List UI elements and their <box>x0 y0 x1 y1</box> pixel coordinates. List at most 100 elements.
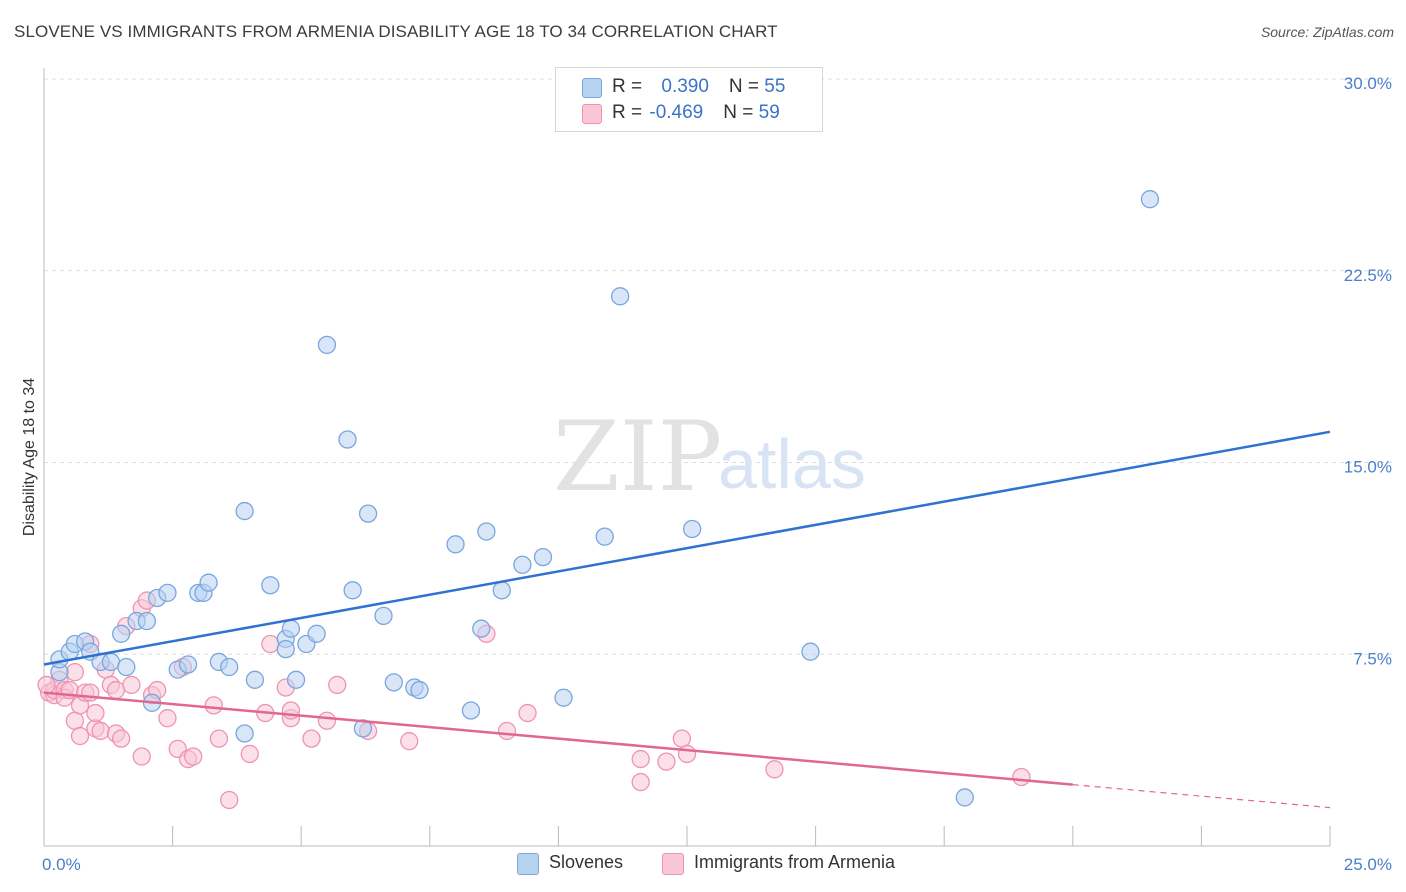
bottom-legend-label-slovenes: Slovenes <box>549 852 624 872</box>
slovenes-point <box>245 670 265 689</box>
y-tick-label: 7.5% <box>1353 649 1392 668</box>
slovenes-point <box>178 655 198 674</box>
bottom-legend-swatch-pink <box>662 853 684 875</box>
armenia-point <box>631 772 650 792</box>
bottom-legend-swatch-blue <box>517 853 539 875</box>
armenia-point <box>37 675 56 695</box>
watermark: ZIP atlas <box>553 401 866 513</box>
armenia-point <box>765 760 784 779</box>
legend-n-label: N = <box>728 76 765 97</box>
slovenes-point <box>199 573 218 592</box>
series-slovenes-points <box>50 190 1160 807</box>
armenia-point <box>65 711 85 730</box>
armenia-point <box>677 744 697 764</box>
slovenes-point <box>101 652 121 672</box>
armenia-point <box>132 747 151 766</box>
slovenes-point <box>461 701 481 720</box>
armenia-point <box>158 709 177 728</box>
armenia-point <box>70 726 90 746</box>
slovenes-trend-line <box>43 430 1331 666</box>
y-tick-label: 22.5% <box>1344 266 1392 285</box>
slovenes-point <box>955 788 974 807</box>
source-label: Source: ZipAtlas.com <box>1260 24 1394 40</box>
armenia-point <box>302 729 321 748</box>
x-tick-label-max: 25.0% <box>1344 855 1392 874</box>
slovenes-point <box>446 535 465 554</box>
slovenes-point <box>595 527 614 546</box>
watermark-zip: ZIP <box>553 401 722 513</box>
slovenes-point <box>261 576 280 595</box>
armenia-point <box>220 790 239 810</box>
slovenes-point <box>513 555 532 574</box>
slovenes-point <box>477 522 496 541</box>
armenia-point <box>204 696 223 715</box>
legend-r-label: R = <box>612 102 648 123</box>
armenia-point <box>317 711 337 730</box>
armenia-point <box>400 732 419 751</box>
legend-r-value: 0.390 <box>661 76 709 97</box>
chart-title: SLOVENE VS IMMIGRANTS FROM ARMENIA DISAB… <box>14 22 778 41</box>
armenia-point <box>112 729 131 748</box>
slovenes-point <box>374 606 393 626</box>
y-axis-label: Disability Age 18 to 34 <box>21 378 38 536</box>
slovenes-point <box>286 670 306 689</box>
slovenes-point <box>338 430 357 449</box>
legend-n-value: 59 <box>758 102 780 123</box>
slovenes-point <box>220 657 239 677</box>
armenia-trend-line <box>43 691 1073 786</box>
armenia-point <box>518 703 537 723</box>
slovenes-point <box>410 680 429 700</box>
axes <box>43 68 1331 847</box>
armenia-point <box>1012 767 1031 787</box>
armenia-point <box>184 747 203 766</box>
x-tick-label-min: 0.0% <box>42 855 81 874</box>
armenia-trend-line-extension <box>1072 784 1331 809</box>
y-tick-label: 30.0% <box>1344 74 1392 93</box>
armenia-point <box>209 729 229 748</box>
watermark-atlas: atlas <box>718 425 866 503</box>
slovenes-point <box>235 724 254 743</box>
legend-r-label: R = <box>612 76 648 97</box>
armenia-point <box>497 721 517 741</box>
slovenes-point <box>343 581 362 600</box>
slovenes-point <box>472 619 491 638</box>
slovenes-point <box>554 688 573 707</box>
slovenes-point <box>235 501 254 521</box>
armenia-point <box>328 675 347 695</box>
slovenes-point <box>307 624 326 643</box>
trend-lines <box>43 430 1331 809</box>
legend: R = 0.390 N = 55 R = -0.469 N = 59 <box>555 67 823 132</box>
tick-labels: 7.5% 15.0% 22.5% 30.0% 0.0% 25.0% <box>42 74 1392 874</box>
armenia-point <box>657 752 676 771</box>
slovenes-point <box>137 611 157 631</box>
slovenes-point <box>384 673 403 692</box>
slovenes-point <box>682 519 702 539</box>
legend-swatch-blue <box>582 78 602 98</box>
armenia-point <box>106 680 126 700</box>
armenia-point <box>240 744 259 764</box>
slovenes-point <box>281 619 301 638</box>
slovenes-point <box>801 642 820 661</box>
armenia-point <box>122 675 141 695</box>
slovenes-point <box>492 581 511 600</box>
slovenes-point <box>533 547 553 567</box>
slovenes-point <box>158 583 177 603</box>
slovenes-point <box>358 504 378 523</box>
y-tick-label: 15.0% <box>1344 458 1392 477</box>
armenia-point <box>86 703 105 723</box>
slovenes-point <box>117 657 136 677</box>
slovenes-point <box>276 639 295 659</box>
slovenes-point <box>610 287 630 306</box>
armenia-point <box>672 729 692 748</box>
armenia-point <box>81 683 100 702</box>
slovenes-point <box>317 335 337 355</box>
armenia-point <box>631 749 650 769</box>
series-armenia-points <box>37 591 1031 810</box>
gridlines <box>44 78 1392 655</box>
armenia-point <box>91 721 110 741</box>
legend-r-value: -0.469 <box>649 102 704 123</box>
legend-n-label: N = <box>723 102 759 123</box>
armenia-point <box>261 634 280 654</box>
legend-swatch-pink <box>582 104 602 124</box>
